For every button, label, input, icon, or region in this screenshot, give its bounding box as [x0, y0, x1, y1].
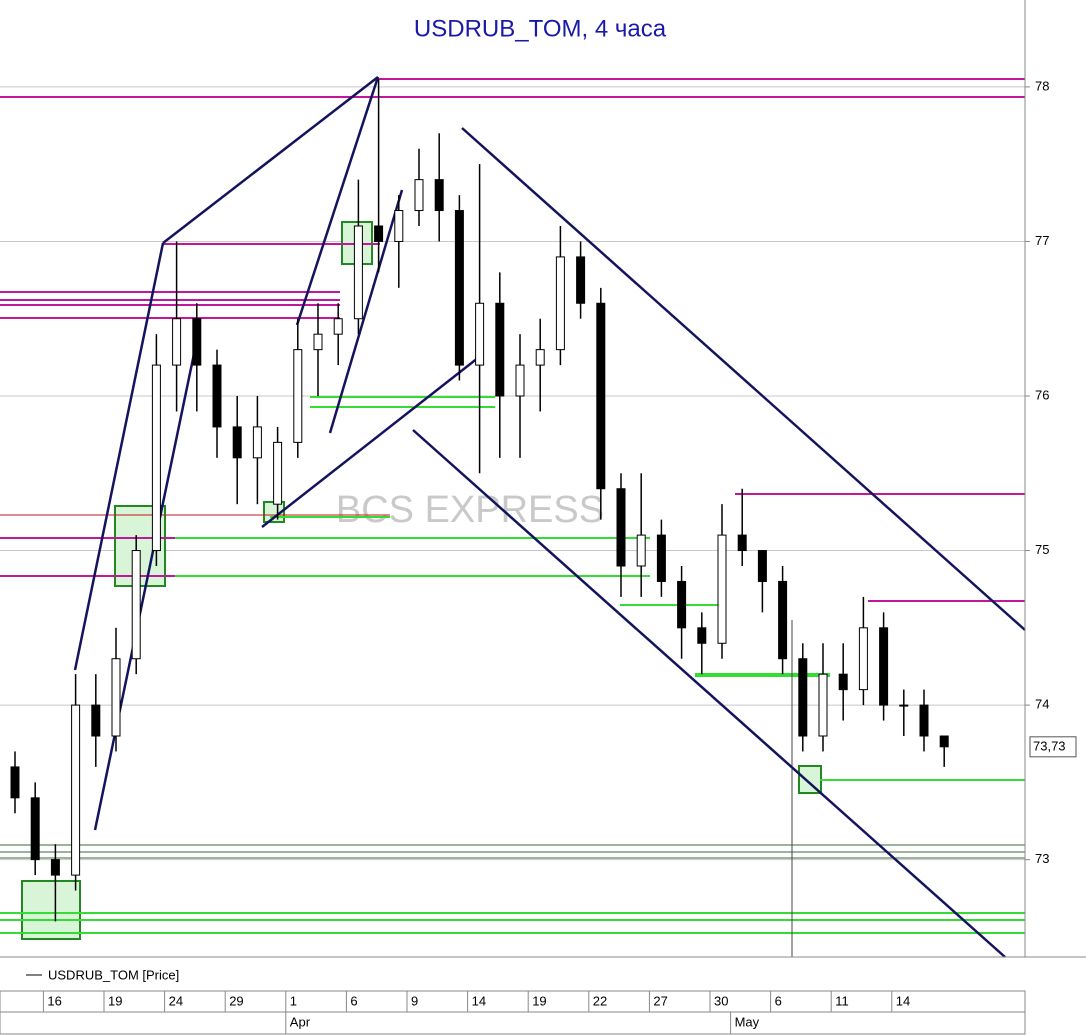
- candle-body: [232, 426, 242, 459]
- candle-body: [576, 256, 586, 304]
- y-tick-label: 77: [1035, 233, 1049, 248]
- last-price-box: [1029, 736, 1077, 758]
- candle-body: [10, 766, 20, 799]
- trend-line: [73, 242, 165, 671]
- annotations: [0, 76, 1026, 958]
- trend-line: [261, 353, 484, 528]
- x-tick-label: 19: [532, 993, 546, 1008]
- x-tick-label: 9: [411, 993, 418, 1008]
- candle-body: [656, 534, 666, 582]
- x-tick-label: 11: [835, 993, 849, 1008]
- candle-body: [353, 225, 363, 320]
- candle-body: [899, 704, 909, 707]
- candle-body: [757, 550, 767, 582]
- candle-body: [555, 256, 565, 351]
- candle-body: [838, 673, 848, 691]
- trend-line: [93, 324, 202, 831]
- x-axis-row: [0, 990, 1026, 1013]
- candle-body: [454, 210, 464, 366]
- legend-label: USDRUB_TOM [Price]: [48, 967, 179, 982]
- watermark: BCS EXPRESS: [336, 489, 604, 531]
- candle-body: [374, 225, 384, 242]
- trend-line: [162, 76, 379, 244]
- last-price-label: 73,73: [1033, 738, 1066, 753]
- x-tick-label: 27: [653, 993, 667, 1008]
- candle-body: [71, 704, 81, 876]
- candle-body: [818, 673, 828, 737]
- candle-body: [677, 580, 687, 629]
- candle-body: [333, 318, 343, 335]
- candle-body: [313, 333, 323, 351]
- candle-body: [475, 302, 485, 366]
- candle-body: [30, 797, 40, 861]
- x-tick-label: 1: [290, 993, 297, 1008]
- x-tick-label: 24: [169, 993, 183, 1008]
- grid: [0, 86, 1025, 861]
- zone-box: [21, 880, 81, 940]
- chart-title: USDRUB_TOM, 4 часа: [414, 15, 667, 42]
- candle-body: [717, 534, 727, 644]
- candle-body: [151, 364, 161, 552]
- candle-body: [252, 426, 262, 459]
- candle-body: [778, 580, 788, 660]
- candle-body: [697, 627, 707, 644]
- x-tick-label: 14: [472, 993, 486, 1008]
- channel-line: [412, 429, 1006, 958]
- y-tick-label: 73: [1035, 851, 1049, 866]
- trend-line: [328, 189, 404, 434]
- x-tick-label: 6: [775, 993, 782, 1008]
- x-tick-label: 16: [47, 993, 61, 1008]
- x-tick-label: 14: [896, 993, 910, 1008]
- candle-body: [394, 210, 404, 242]
- candle-body: [192, 318, 202, 366]
- x-tick-label: 30: [714, 993, 728, 1008]
- month-row: [0, 1011, 1026, 1035]
- y-tick-label: 75: [1035, 542, 1049, 557]
- candle-body: [535, 349, 545, 366]
- candle-body: [495, 302, 505, 397]
- trend-line: [295, 76, 380, 326]
- candle-body: [919, 704, 929, 737]
- candles: [10, 79, 949, 922]
- candle-body: [414, 179, 424, 212]
- candle-body: [172, 318, 182, 366]
- month-label: Apr: [290, 1014, 311, 1029]
- candle-body: [111, 658, 121, 737]
- candle-body: [91, 704, 101, 737]
- x-tick-label: 19: [108, 993, 122, 1008]
- candle-body: [798, 658, 808, 737]
- y-tick-label: 76: [1035, 387, 1049, 402]
- x-tick-label: 29: [229, 993, 243, 1008]
- candle-body: [737, 534, 747, 552]
- month-label: May: [735, 1014, 760, 1029]
- candle-body: [879, 627, 889, 706]
- candle-body: [293, 349, 303, 443]
- candle-body: [616, 488, 626, 567]
- y-tick-label: 74: [1035, 697, 1049, 712]
- candle-body: [596, 302, 606, 490]
- candle-body: [434, 179, 444, 212]
- candle-body: [212, 364, 222, 428]
- candle-body: [858, 627, 868, 691]
- candle-body: [515, 364, 525, 397]
- channel-line: [461, 127, 1026, 631]
- candle-body: [50, 859, 60, 876]
- candle-body: [273, 441, 283, 505]
- x-tick-label: 22: [593, 993, 607, 1008]
- y-tick-label: 78: [1035, 78, 1049, 93]
- candle-body: [131, 550, 141, 660]
- x-tick-label: 6: [350, 993, 357, 1008]
- candle-body: [939, 735, 949, 748]
- candle-body: [636, 534, 646, 567]
